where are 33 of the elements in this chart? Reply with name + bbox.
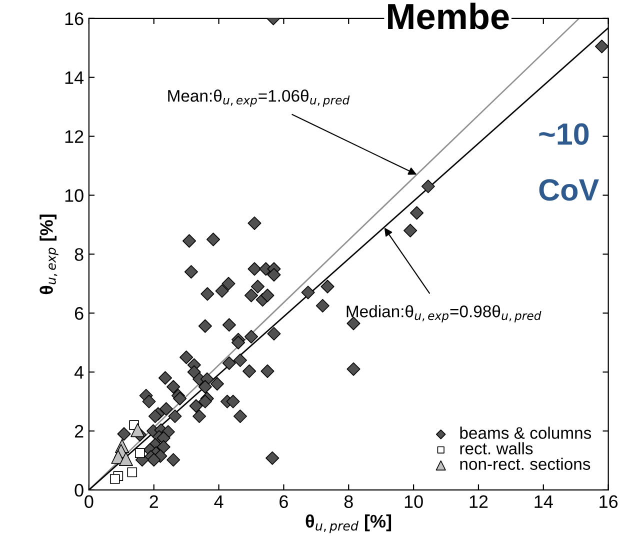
y-tick-label: 10 — [65, 189, 84, 202]
annotation: Membe — [388, 2, 509, 30]
legend-label: rect. walls — [460, 442, 533, 454]
y-tick-label: 16 — [65, 12, 84, 26]
y-tick-label: 2 — [74, 424, 84, 438]
x-tick-label: 10 — [404, 495, 423, 508]
x-tick-label: 0 — [84, 495, 94, 508]
annotation: Median:θ$_{u,exp}$=0.98θ$_{u,pred}$ — [346, 305, 542, 322]
annotation: CoV — [539, 179, 599, 201]
point — [134, 448, 145, 458]
legend-label: beams & columns — [460, 426, 592, 439]
annotation: ~10 — [539, 123, 589, 145]
x-axis-title: θ$_{u,pred}$ [%] — [306, 514, 392, 534]
x-tick-label: 6 — [280, 495, 288, 508]
y-tick-label: 6 — [74, 307, 84, 320]
point — [118, 452, 133, 466]
x-tick-label: 2 — [150, 495, 158, 508]
y-tick-label: 0 — [74, 484, 84, 497]
annotation: Mean:θ$_{u,exp}$=1.06θ$_{u,pred}$ — [168, 90, 350, 107]
x-tick-label: 12 — [470, 495, 488, 508]
point — [130, 423, 145, 438]
point — [110, 474, 120, 484]
y-tick-label: 4 — [74, 366, 84, 379]
y-axis-title: θ$_{u,exp}$ [%] — [40, 214, 58, 294]
x-tick-label: 4 — [214, 495, 224, 508]
x-tick-label: 16 — [600, 495, 618, 508]
legend-label: non-rect. sections — [460, 458, 590, 470]
y-tick-label: 12 — [65, 130, 84, 143]
y-tick-label: 8 — [74, 248, 84, 261]
y-tick-label: 14 — [65, 71, 84, 84]
x-tick-label: 14 — [534, 495, 553, 508]
point — [127, 467, 138, 478]
x-tick-label: 8 — [344, 495, 353, 508]
